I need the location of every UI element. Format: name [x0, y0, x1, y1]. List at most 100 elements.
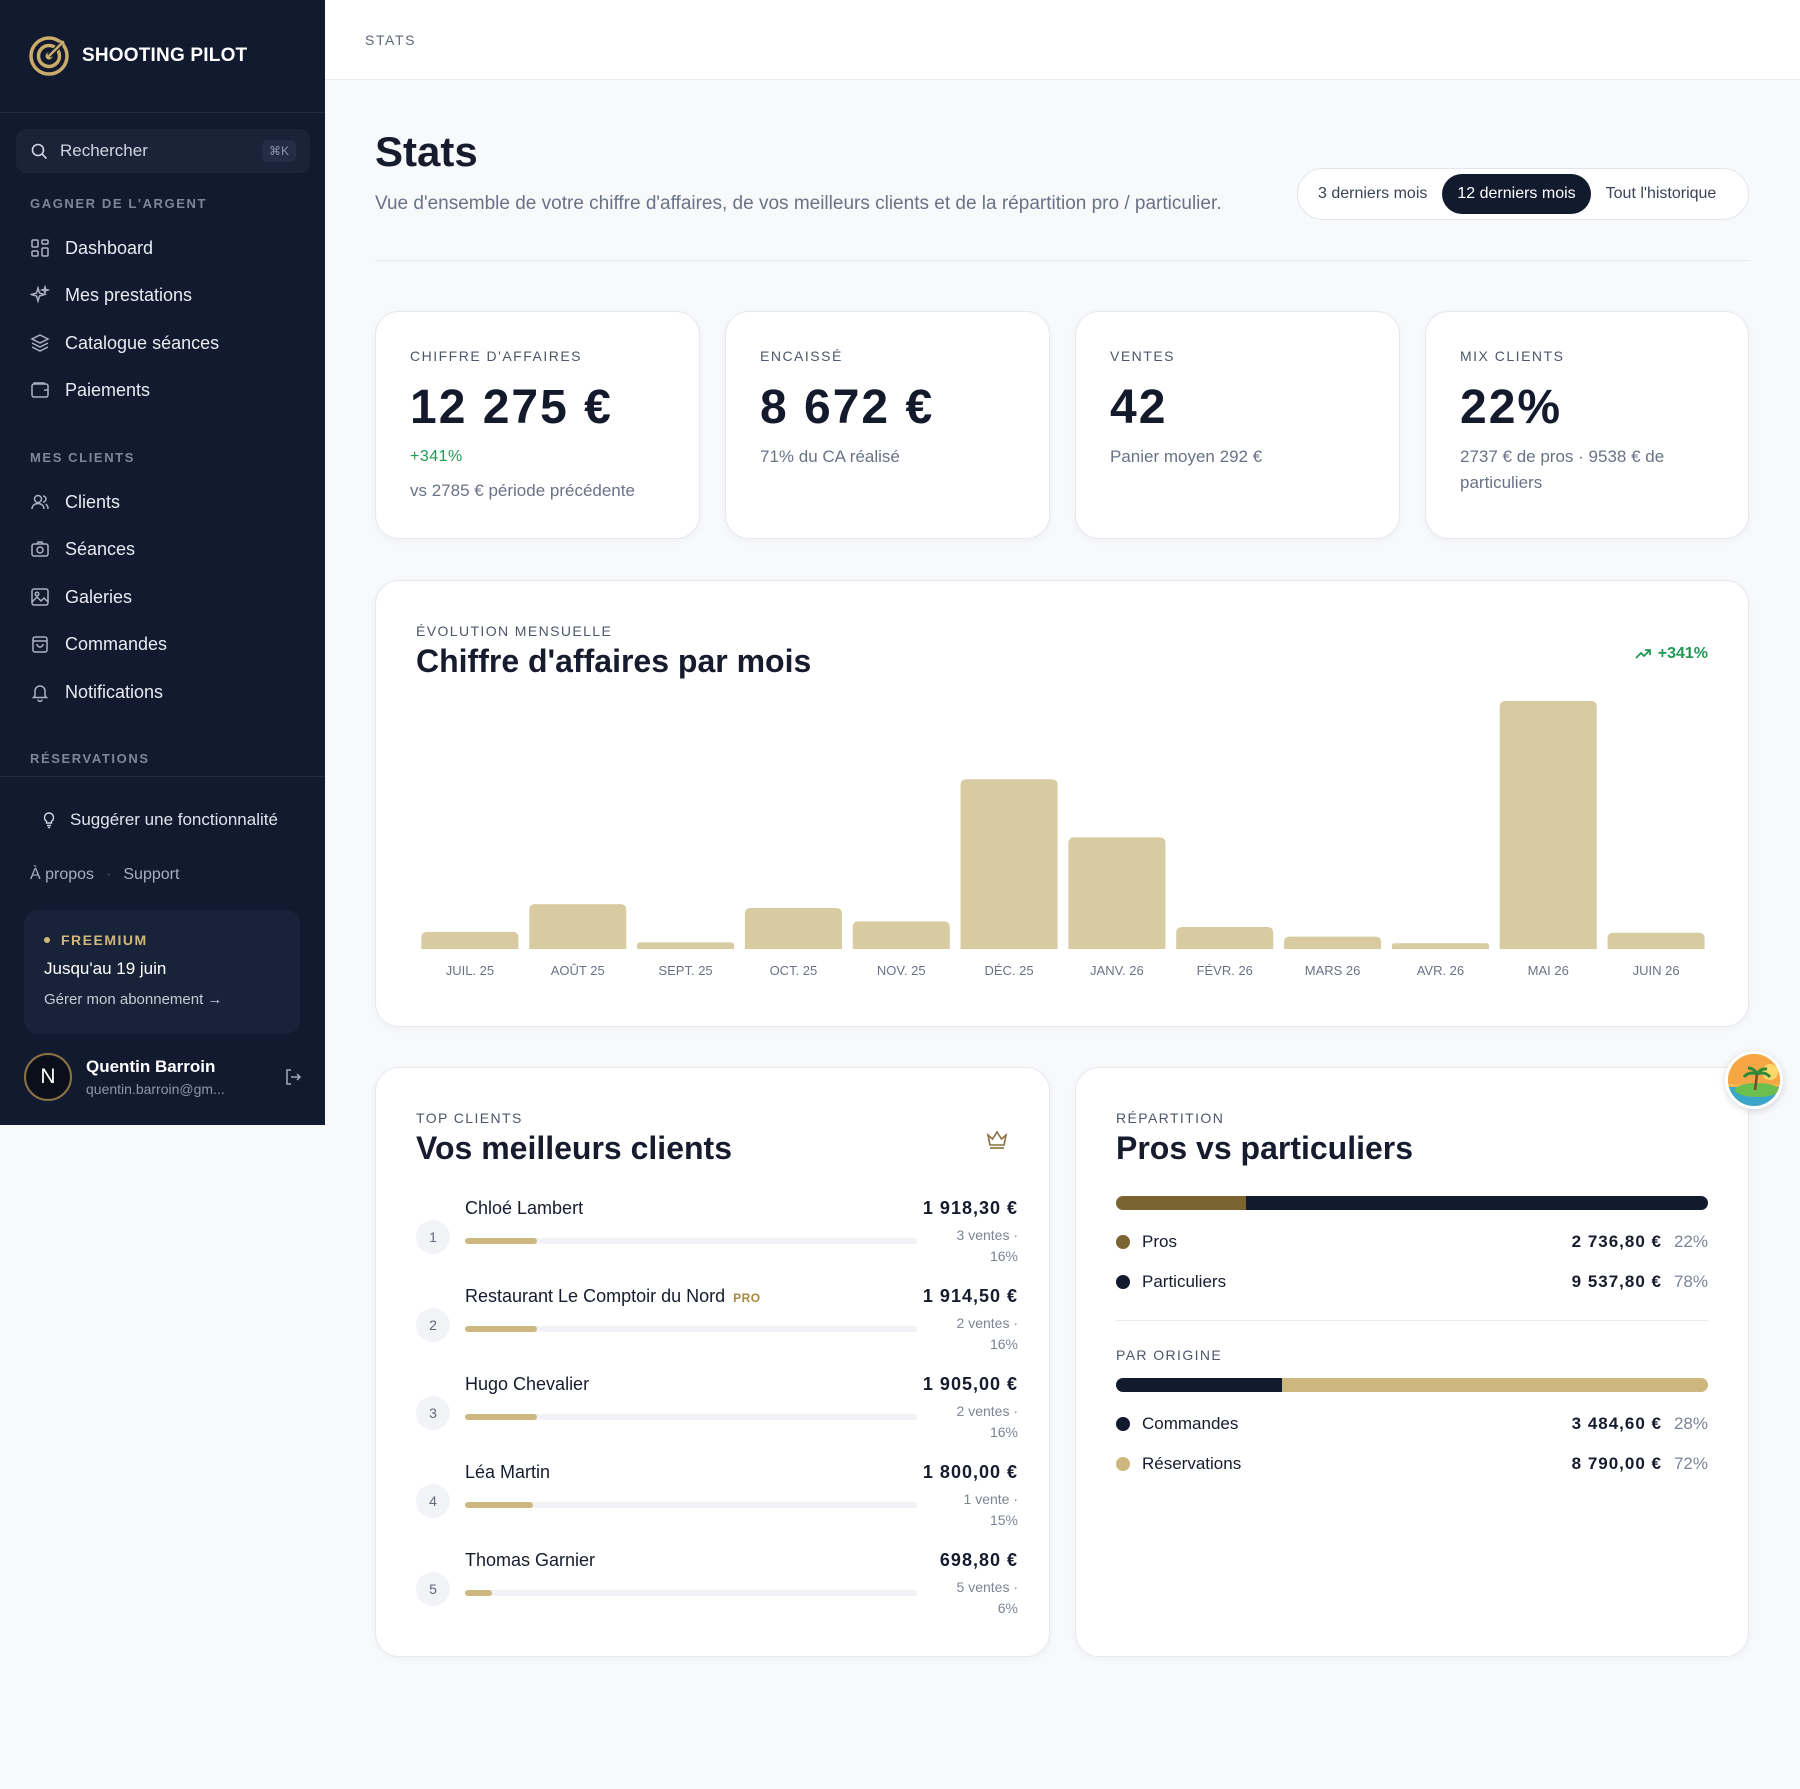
client-name: Restaurant Le Comptoir du Nord PRO: [465, 1286, 761, 1307]
chart-tick-label: JUIL. 25: [446, 963, 494, 978]
client-share-fill: [465, 1326, 538, 1332]
client-rank: 2: [416, 1308, 450, 1342]
search-shortcut: ⌘K: [261, 140, 296, 162]
kpi-note: vs 2785 € période précédente: [410, 481, 635, 500]
evolution-card: ÉVOLUTION MENSUELLE Chiffre d'affaires p…: [375, 580, 1749, 1027]
range-12-months-button[interactable]: 12 derniers mois: [1442, 174, 1591, 214]
sidebar-divider: [0, 776, 325, 777]
brand[interactable]: SHOOTING PILOT: [0, 0, 325, 113]
chart-bar[interactable]: [1176, 927, 1274, 949]
sidebar-item-galeries[interactable]: Galeries: [30, 582, 132, 612]
sidebar-item-label: Dashboard: [65, 237, 154, 258]
support-link[interactable]: Support: [123, 866, 180, 883]
range-3-months-button[interactable]: 3 derniers mois: [1318, 185, 1428, 202]
topbar: STATS: [325, 0, 1800, 80]
wallet-icon: [31, 382, 49, 398]
sidebar-item-label: Catalogue séances: [65, 332, 220, 353]
client-sales: 1 vente ·: [963, 1491, 1018, 1507]
sidebar-item-label: Mes prestations: [65, 284, 193, 305]
chart-bar[interactable]: [421, 931, 519, 949]
kpi-value: 12 275 €: [410, 381, 613, 434]
sidebar-item-dashboard[interactable]: Dashboard: [30, 233, 153, 263]
legend-dot: [1116, 1275, 1130, 1289]
chart-bar[interactable]: [1499, 701, 1597, 949]
range-all-history-button[interactable]: Tout l'historique: [1605, 185, 1717, 202]
card-eyebrow: TOP CLIENTS: [416, 1110, 523, 1126]
sidebar-item-notifications[interactable]: Notifications: [30, 677, 163, 707]
client-name-text: Léa Martin: [465, 1462, 551, 1482]
trend-badge: +341%: [1634, 645, 1708, 663]
kpi-note: Panier moyen 292 €: [1110, 447, 1263, 466]
sidebar-item-label: Paiements: [65, 379, 151, 400]
client-name-text: Restaurant Le Comptoir du Nord: [465, 1286, 726, 1306]
client-share-bar: [465, 1326, 917, 1332]
kpi-label: VENTES: [1110, 348, 1176, 364]
legend-name: Commandes: [1142, 1414, 1239, 1433]
plan-bullet: [44, 937, 50, 943]
client-share-fill: [465, 1414, 538, 1420]
image-icon: [31, 588, 49, 606]
client-row[interactable]: 3 Hugo Chevalier 1 905,00 € 2 ventes · 16…: [416, 1374, 1018, 1454]
sidebar-item-seances[interactable]: Séances: [30, 534, 135, 564]
chart-bar[interactable]: [1391, 943, 1489, 949]
sidebar: SHOOTING PILOT Rechercher ⌘K GAGNER DE L…: [0, 0, 325, 1125]
kpi-card-revenue: CHIFFRE D'AFFAIRES 12 275 € +341% vs 278…: [375, 311, 700, 539]
sidebar-item-label: Clients: [65, 491, 121, 512]
search-input[interactable]: Rechercher ⌘K: [16, 129, 310, 173]
section-title-earn: GAGNER DE L'ARGENT: [30, 196, 208, 211]
client-rank: 5: [416, 1572, 450, 1606]
chart-bar[interactable]: [744, 907, 842, 949]
client-amount: 698,80 €: [939, 1550, 1018, 1570]
chart-bar[interactable]: [637, 942, 735, 949]
sidebar-item-catalogue[interactable]: Catalogue séances: [30, 328, 219, 358]
card-eyebrow: RÉPARTITION: [1116, 1110, 1225, 1126]
sidebar-item-commandes[interactable]: Commandes: [30, 629, 167, 659]
client-row[interactable]: 4 Léa Martin 1 800,00 € 1 vente · 15%: [416, 1462, 1018, 1542]
sidebar-item-clients[interactable]: Clients: [30, 487, 120, 517]
stack-segment: [1246, 1196, 1708, 1210]
trending-up-icon: [1635, 649, 1651, 659]
chart-bar[interactable]: [1607, 932, 1705, 949]
about-link[interactable]: À propos: [30, 866, 95, 883]
sparkles-icon: [30, 285, 50, 304]
plan-expiry: Jusqu'au 19 juin: [44, 959, 167, 978]
client-share-bar: [465, 1238, 917, 1244]
chart-bar[interactable]: [529, 904, 627, 949]
client-amount: 1 918,30 €: [922, 1198, 1018, 1218]
page-subtitle: Vue d'ensemble de votre chiffre d'affair…: [375, 193, 1222, 214]
client-amount: 1 905,00 €: [922, 1374, 1018, 1394]
stack-segment: [1116, 1378, 1282, 1392]
manage-subscription-link[interactable]: Gérer mon abonnement →: [44, 991, 223, 1008]
card-eyebrow: ÉVOLUTION MENSUELLE: [416, 623, 613, 639]
chart-bar[interactable]: [960, 779, 1058, 949]
legend-amount: 3 484,60 €: [1571, 1414, 1662, 1433]
chart-bar[interactable]: [1284, 936, 1382, 949]
bell-icon: [31, 685, 49, 702]
legend-amount: 2 736,80 €: [1571, 1232, 1662, 1251]
layers-icon: [30, 334, 50, 352]
top-clients-card: TOP CLIENTS Vos meilleurs clients 1 Chlo…: [375, 1067, 1050, 1657]
chart-bar[interactable]: [1068, 837, 1166, 949]
legend-amount: 9 537,80 €: [1571, 1272, 1662, 1291]
logout-icon[interactable]: [282, 1066, 304, 1088]
plan-badge-label: FREEMIUM: [61, 932, 148, 948]
legend-row-pros: Pros 2 736,80 € 22%: [1116, 1230, 1708, 1254]
client-share: 6%: [997, 1600, 1018, 1616]
user-profile[interactable]: N Quentin Barroin quentin.barroin@gm...: [24, 1052, 304, 1102]
avatar: N: [24, 1053, 72, 1101]
sidebar-item-label: Séances: [65, 538, 136, 559]
sidebar-item-paiements[interactable]: Paiements: [30, 375, 150, 405]
client-share-fill: [465, 1590, 493, 1596]
footer-links: À propos · Support: [30, 866, 179, 884]
client-row[interactable]: 5 Thomas Garnier 698,80 € 5 ventes · 6%: [416, 1550, 1018, 1630]
client-row[interactable]: 1 Chloé Lambert 1 918,30 € 3 ventes · 16%: [416, 1198, 1018, 1278]
origin-bar: [1116, 1378, 1708, 1392]
client-row[interactable]: 2 Restaurant Le Comptoir du Nord PRO 1 91…: [416, 1286, 1018, 1366]
sidebar-item-prestations[interactable]: Mes prestations: [30, 280, 192, 310]
floating-island-avatar[interactable]: [1725, 1051, 1783, 1109]
chart-tick-label: FÉVR. 26: [1197, 963, 1253, 978]
client-sales: 2 ventes ·: [956, 1403, 1018, 1419]
chart-bar[interactable]: [852, 921, 950, 949]
legend-name: Pros: [1142, 1232, 1177, 1251]
suggest-feature-link[interactable]: Suggérer une fonctionnalité: [40, 810, 278, 830]
